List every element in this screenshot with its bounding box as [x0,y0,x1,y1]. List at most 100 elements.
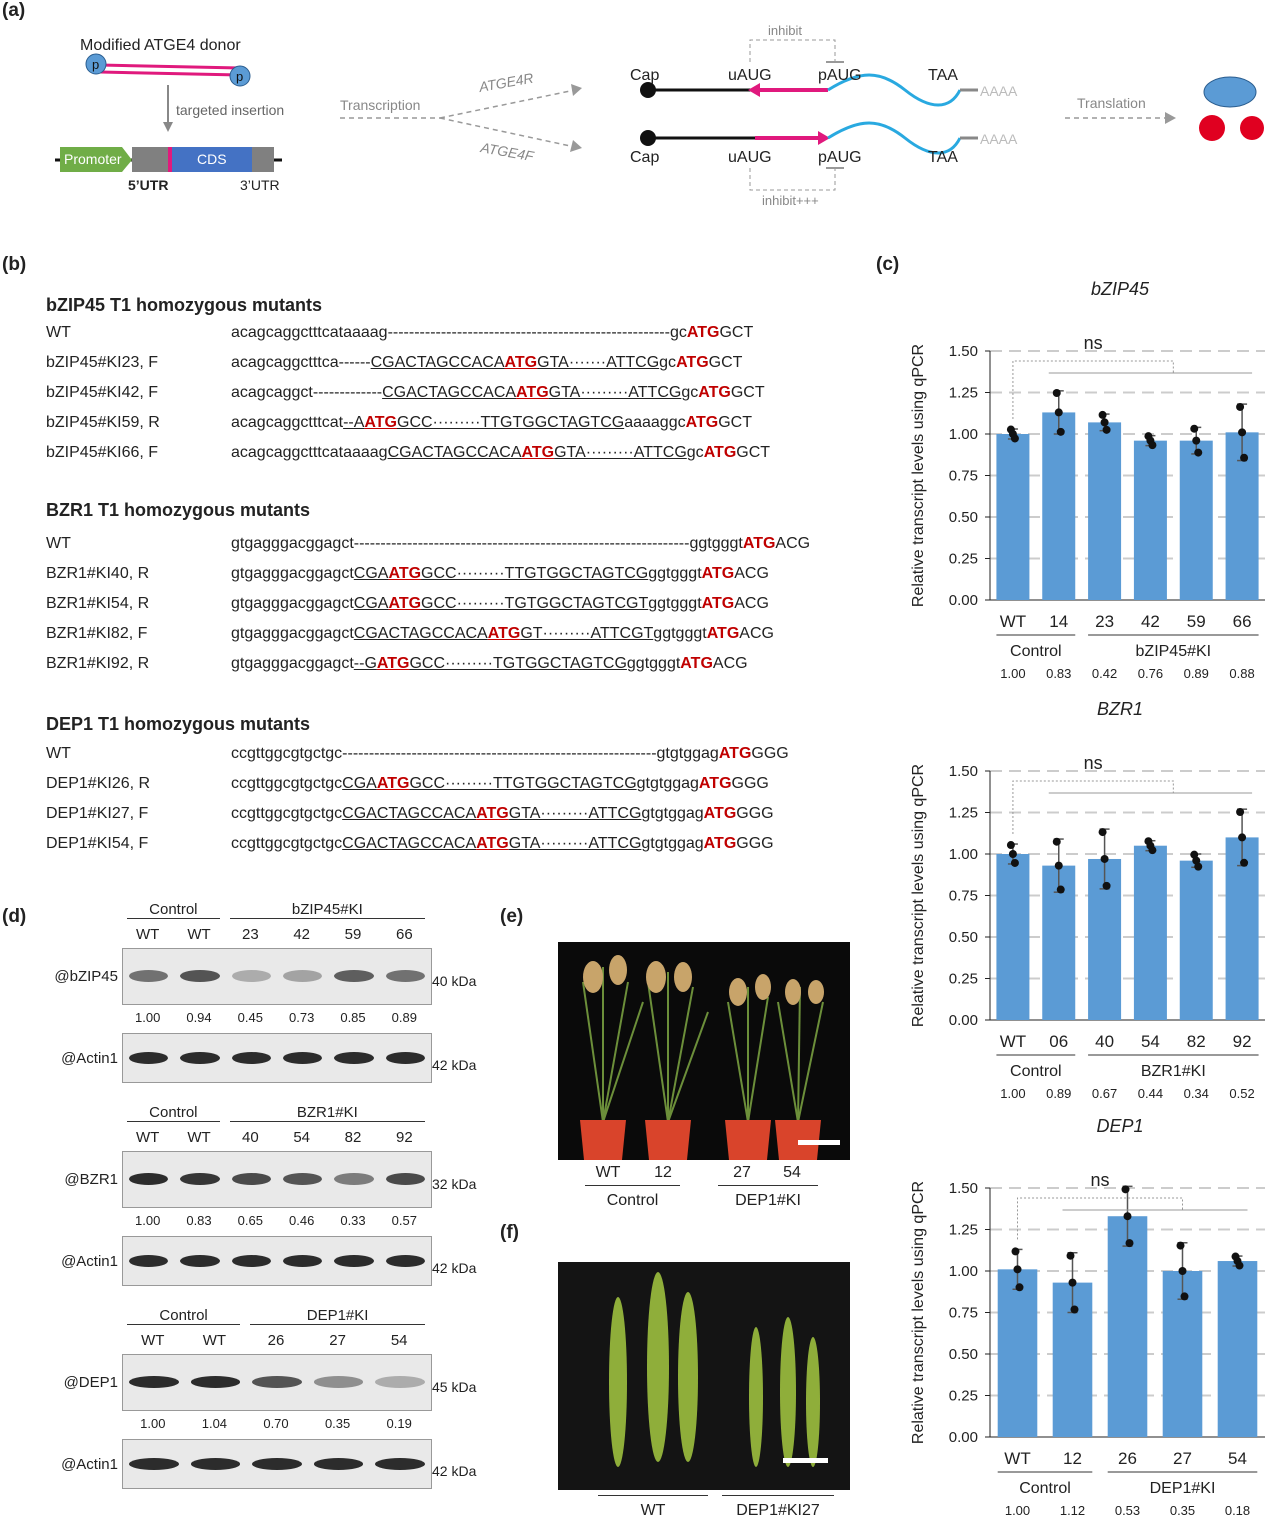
y-tick-label: 1.00 [949,846,978,863]
protein-band [129,1376,179,1388]
sequence-segment: --G [353,655,377,672]
alignment-title: bZIP45 T1 homozygous mutants [46,295,323,315]
alignment-title: BZR1 T1 homozygous mutants [46,500,311,520]
taa-top-label: TAA [928,67,958,84]
blot-lane-label: 66 [395,926,413,943]
x-tick-label: 42 [1141,612,1160,631]
blot-lane-label: WT [135,926,160,943]
bar [996,854,1030,1020]
plant-group-control: Control [585,1185,680,1210]
data-point [1068,1278,1077,1287]
y-tick-label: 1.00 [949,1263,978,1280]
plant-lane-label: 12 [654,1164,672,1181]
y-tick-label: 0.25 [949,551,978,568]
bar [997,1269,1038,1437]
sequence-segment: GCT [719,324,754,341]
blot-lane-label: WT [202,1332,227,1349]
protein-ratio: 0.85 [340,1010,366,1025]
atge4r-label: ATGE4R [477,70,535,95]
cap-top-label: Cap [630,67,659,84]
atg-codon: ATG [487,625,521,642]
sequence-segment: ccgttggcgtgctgc-------------------------… [231,745,719,762]
sequence-segment: GCC·········TGTGGCTAGTCG [409,655,627,672]
sequence-segment: --A [343,414,365,431]
data-point [1235,1261,1244,1270]
transcript-ratio: 0.44 [1138,1086,1163,1101]
target-kda: 45 kDa [432,1379,477,1395]
atg-codon: ATG [701,565,735,582]
sequence-segment: ggtgggt [648,595,702,612]
y-tick-label: 0.50 [949,929,978,946]
utr5-block [132,147,172,172]
actin-kda: 42 kDa [432,1260,477,1276]
transcript-ratio: 1.12 [1060,1503,1085,1518]
data-point [1238,833,1247,842]
bar [1133,845,1167,1020]
atg-codon: ATG [703,835,737,852]
sequence-segment: CGACTAGCCACA [353,625,488,642]
actin-band [252,1458,302,1470]
group-label: DEP1#KI [1150,1480,1216,1497]
data-point [1236,808,1245,817]
significance-bracket [1017,1197,1183,1240]
protein-band [385,970,425,982]
protein-band [252,1376,302,1388]
sequence-text: gtgagggacggagct--GATGGCC·········TGTGGCT… [231,653,748,675]
data-point [1070,1305,1079,1314]
sequence-row: WT ccgttggcgtgctgc-----------------------… [46,743,856,765]
sequence-segment: GTA·········ATTCG [554,444,687,461]
data-point [1008,850,1017,858]
actin-label: @Actin1 [61,1456,118,1473]
protein-red-icon [1199,115,1225,141]
actin-band [385,1052,425,1064]
blot-lane-label: 40 [241,1129,259,1146]
sequence-segment: GTA·········ATTCG [548,384,682,401]
bar [1225,837,1259,1020]
data-point [1013,1265,1022,1274]
plant-group-ki: DEP1#KI [718,1185,818,1210]
actin-band [283,1052,323,1064]
x-tick-label: 54 [1141,1032,1160,1051]
data-point [1100,418,1109,427]
atg-codon: ATG [703,805,737,822]
target-kda: 40 kDa [432,973,477,989]
x-tick-label: 40 [1095,1032,1114,1051]
plant-lane-label: 27 [733,1164,751,1181]
panel-f-label: (f) [500,1222,519,1243]
x-tick-label: 92 [1233,1032,1252,1051]
x-tick-label: 14 [1049,612,1068,631]
sequence-text: ccgttggcgtgctgcCGACTAGCCACAATGGTA·······… [231,803,774,825]
sequence-text: gtgagggacggagct-------------------------… [231,533,810,555]
transcript-ratio: 0.52 [1229,1086,1254,1101]
alignment-title: DEP1 T1 homozygous mutants [46,714,311,734]
atg-codon: ATG [476,805,509,822]
blot-lane-label: 23 [241,926,259,943]
sequence-text: gtgagggacggagctCGAATGGCC·········TGTGGCT… [231,593,769,615]
transcript-ratio: 0.83 [1046,666,1071,681]
blot-lane-label: 82 [344,1129,362,1146]
actin-band [231,1052,271,1064]
protein-band [334,970,374,982]
protein-red-icon-2 [1240,116,1264,140]
sequence-segment: CGACTAGCCACA [370,354,505,371]
sequence-row: bZIP45#KI23, F acagcaggctttca------CGACTA… [46,352,856,374]
atg-codon: ATG [698,775,732,792]
y-tick-label: 1.25 [949,805,978,822]
sequence-name: DEP1#KI54, F [46,835,149,852]
protein-band [375,1376,425,1388]
blot-group-ki: bZIP45#KI [229,901,425,919]
significance-bracket [1012,360,1174,420]
blot-lane-label: 26 [267,1332,285,1349]
sequence-segment: CGA [353,595,389,612]
utr5-label: 5’UTR [128,177,168,193]
data-point [1052,388,1061,397]
sequence-name: DEP1#KI27, F [46,805,149,822]
sequence-segment: GTA·········ATTCG [508,805,642,822]
sequence-segment: acagcaggctttcat [231,414,344,431]
panel-c-label: (c) [876,254,900,275]
significance-label: ns [1084,753,1103,773]
sequence-segment: acagcaggctttca------ [231,354,371,371]
y-tick-label: 0.00 [949,592,978,609]
